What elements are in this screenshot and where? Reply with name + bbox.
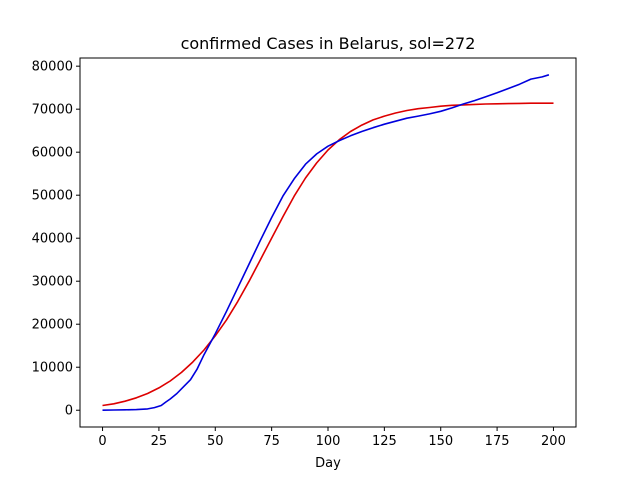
x-tick-label: 50	[207, 434, 224, 449]
y-tick-label: 0	[65, 404, 73, 419]
y-tick-label: 20000	[32, 318, 73, 333]
x-tick-label: 175	[485, 434, 510, 449]
y-axis-ticks: 0 10000 20000 30000 40000 50000 60000 70000 8000…	[32, 60, 80, 419]
x-tick-label: 75	[263, 434, 280, 449]
x-tick-label: 150	[428, 434, 453, 449]
series-layer	[102, 74, 554, 411]
y-tick-label: 40000	[32, 232, 73, 247]
y-tick-label: 60000	[32, 146, 73, 161]
series-line-2	[102, 74, 550, 411]
y-tick-label: 10000	[32, 361, 73, 376]
x-tick-label: 25	[151, 434, 168, 449]
y-tick-label: 30000	[32, 275, 73, 290]
x-tick-label: 200	[541, 434, 566, 449]
chart-title: confirmed Cases in Belarus, sol=272	[181, 34, 476, 53]
x-tick-label: 125	[372, 434, 397, 449]
x-axis-ticks: 0 25 50 75 100 125 150 175 200	[98, 427, 566, 449]
y-tick-label: 70000	[32, 103, 73, 118]
y-tick-label: 50000	[32, 189, 73, 204]
series-line-1	[102, 102, 554, 407]
x-axis-label: Day	[315, 456, 341, 471]
y-tick-label: 80000	[32, 60, 73, 75]
x-tick-label: 100	[316, 434, 341, 449]
x-tick-label: 0	[98, 434, 106, 449]
